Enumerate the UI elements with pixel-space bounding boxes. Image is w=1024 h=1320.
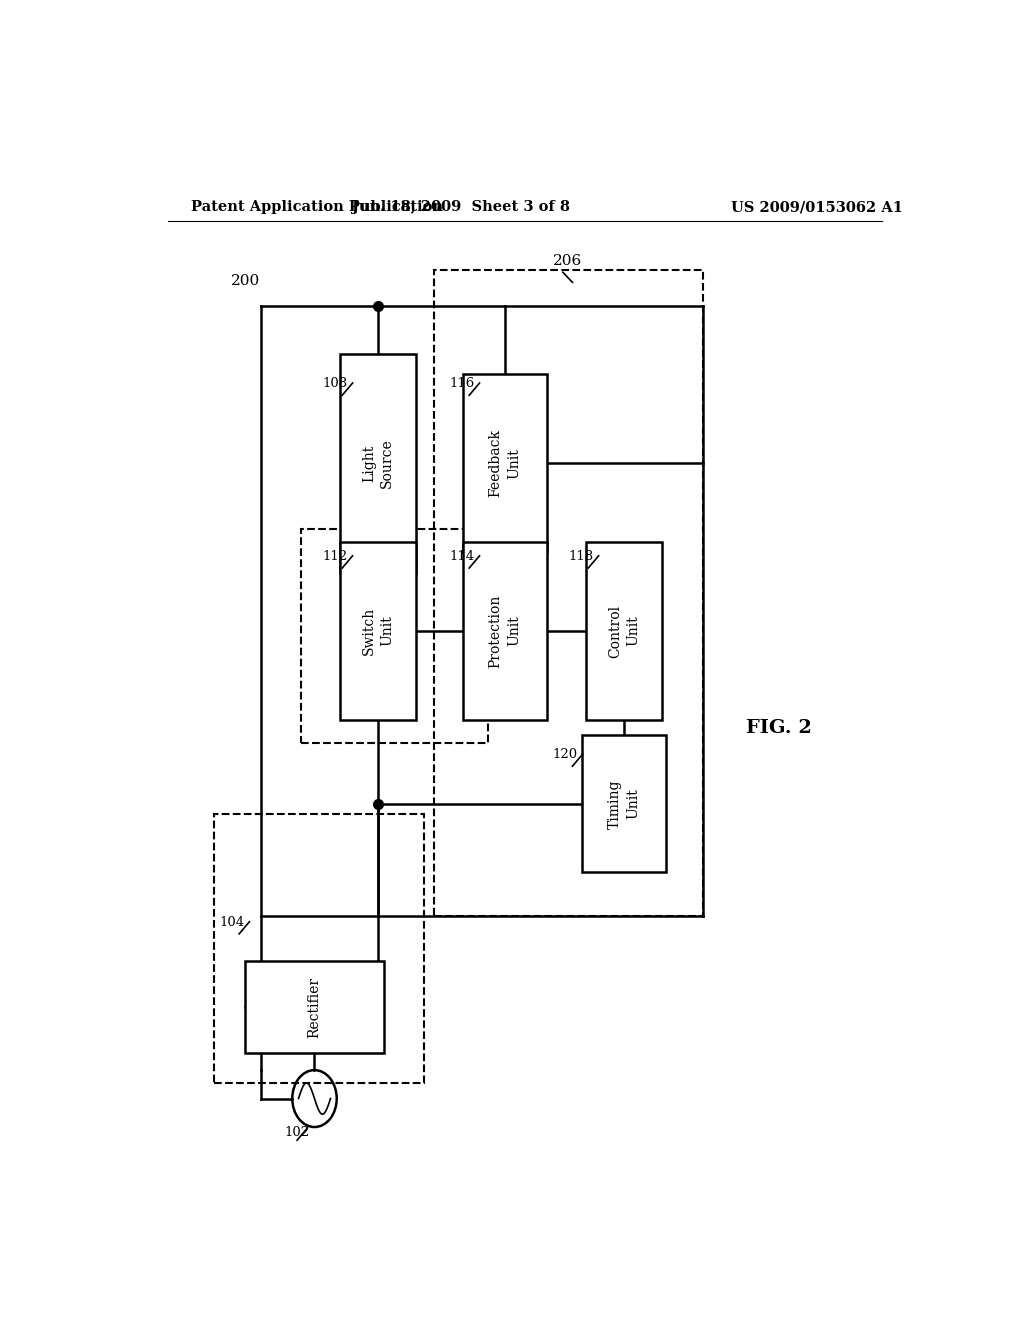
- Text: 206: 206: [553, 255, 582, 268]
- Text: 120: 120: [553, 748, 578, 762]
- Text: Switch
Unit: Switch Unit: [361, 607, 394, 655]
- Text: Jun. 18, 2009  Sheet 3 of 8: Jun. 18, 2009 Sheet 3 of 8: [352, 201, 570, 214]
- Text: Protection
Unit: Protection Unit: [488, 594, 521, 668]
- Text: 104: 104: [219, 916, 245, 929]
- Text: Rectifier: Rectifier: [307, 977, 322, 1038]
- Text: Light
Source: Light Source: [361, 438, 394, 488]
- Text: 118: 118: [568, 550, 594, 562]
- Text: 116: 116: [450, 378, 475, 391]
- Bar: [340, 354, 416, 573]
- Bar: [245, 961, 384, 1053]
- Bar: [433, 271, 703, 916]
- Text: Patent Application Publication: Patent Application Publication: [191, 201, 443, 214]
- Text: 112: 112: [323, 550, 347, 562]
- Text: US 2009/0153062 A1: US 2009/0153062 A1: [731, 201, 903, 214]
- Text: 114: 114: [450, 550, 474, 562]
- Bar: [583, 735, 666, 873]
- Bar: [463, 543, 547, 719]
- Text: 108: 108: [323, 378, 347, 391]
- Text: Feedback
Unit: Feedback Unit: [488, 429, 521, 498]
- Bar: [301, 529, 487, 743]
- Text: 102: 102: [285, 1126, 309, 1139]
- Bar: [587, 543, 662, 719]
- Text: FIG. 2: FIG. 2: [745, 718, 812, 737]
- Text: Timing
Unit: Timing Unit: [608, 779, 640, 829]
- Bar: [463, 375, 547, 552]
- Text: Control
Unit: Control Unit: [608, 605, 640, 657]
- Text: 200: 200: [231, 275, 260, 289]
- Bar: [214, 814, 424, 1084]
- Bar: [340, 543, 416, 719]
